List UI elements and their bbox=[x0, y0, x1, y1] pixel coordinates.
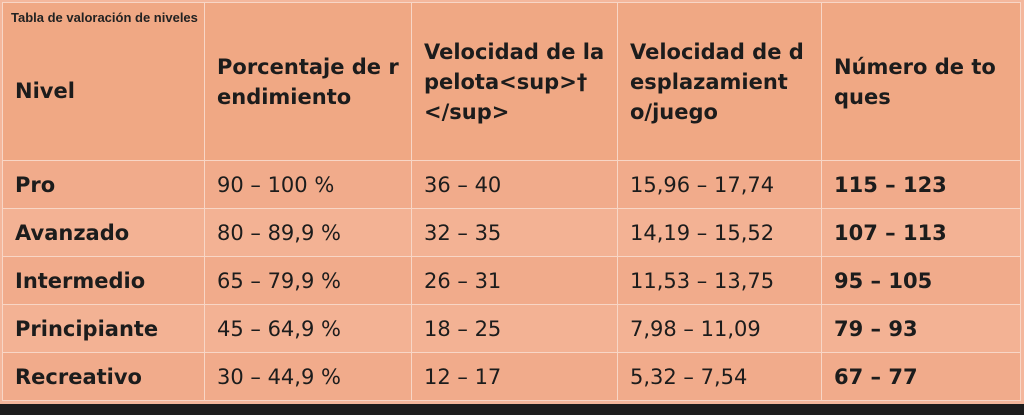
table-row: Principiante 45 – 64,9 % 18 – 25 7,98 – … bbox=[2, 304, 1021, 353]
table-row: Recreativo 30 – 44,9 % 12 – 17 5,32 – 7,… bbox=[2, 352, 1021, 401]
cell-ball-speed: 32 – 35 bbox=[411, 208, 618, 257]
header-velocidad-pelota: Velocidad de la pelota<sup>†</sup> bbox=[411, 2, 618, 161]
cell-movement-speed: 5,32 – 7,54 bbox=[617, 352, 822, 401]
cell-percentage: 65 – 79,9 % bbox=[204, 256, 412, 305]
cell-touches: 115 – 123 bbox=[821, 160, 1021, 209]
cell-movement-speed: 11,53 – 13,75 bbox=[617, 256, 822, 305]
cell-level: Pro bbox=[2, 160, 205, 209]
cell-level: Principiante bbox=[2, 304, 205, 353]
cell-level: Intermedio bbox=[2, 256, 205, 305]
cell-level: Recreativo bbox=[2, 352, 205, 401]
levels-table: Nivel Porcentaje de rendimiento Velocida… bbox=[2, 2, 1021, 401]
cell-ball-speed: 12 – 17 bbox=[411, 352, 618, 401]
cell-touches: 67 – 77 bbox=[821, 352, 1021, 401]
cell-touches: 107 – 113 bbox=[821, 208, 1021, 257]
cell-movement-speed: 7,98 – 11,09 bbox=[617, 304, 822, 353]
table-caption: Tabla de valoración de niveles bbox=[11, 10, 198, 25]
cell-percentage: 90 – 100 % bbox=[204, 160, 412, 209]
cell-percentage: 45 – 64,9 % bbox=[204, 304, 412, 353]
cell-level: Avanzado bbox=[2, 208, 205, 257]
cell-ball-speed: 26 – 31 bbox=[411, 256, 618, 305]
header-nivel: Nivel bbox=[2, 2, 205, 161]
header-porcentaje-rendimiento: Porcentaje de rendimiento bbox=[204, 2, 412, 161]
cell-ball-speed: 18 – 25 bbox=[411, 304, 618, 353]
bottom-bar bbox=[0, 404, 1024, 415]
header-velocidad-desplazamiento: Velocidad de desplazamiento/juego bbox=[617, 2, 822, 161]
cell-percentage: 80 – 89,9 % bbox=[204, 208, 412, 257]
cell-movement-speed: 15,96 – 17,74 bbox=[617, 160, 822, 209]
cell-percentage: 30 – 44,9 % bbox=[204, 352, 412, 401]
cell-touches: 95 – 105 bbox=[821, 256, 1021, 305]
cell-touches: 79 – 93 bbox=[821, 304, 1021, 353]
cell-movement-speed: 14,19 – 15,52 bbox=[617, 208, 822, 257]
header-numero-toques: Número de toques bbox=[821, 2, 1021, 161]
table-header-row: Nivel Porcentaje de rendimiento Velocida… bbox=[2, 2, 1021, 161]
table-row: Intermedio 65 – 79,9 % 26 – 31 11,53 – 1… bbox=[2, 256, 1021, 305]
cell-ball-speed: 36 – 40 bbox=[411, 160, 618, 209]
table-row: Avanzado 80 – 89,9 % 32 – 35 14,19 – 15,… bbox=[2, 208, 1021, 257]
table-row: Pro 90 – 100 % 36 – 40 15,96 – 17,74 115… bbox=[2, 160, 1021, 209]
